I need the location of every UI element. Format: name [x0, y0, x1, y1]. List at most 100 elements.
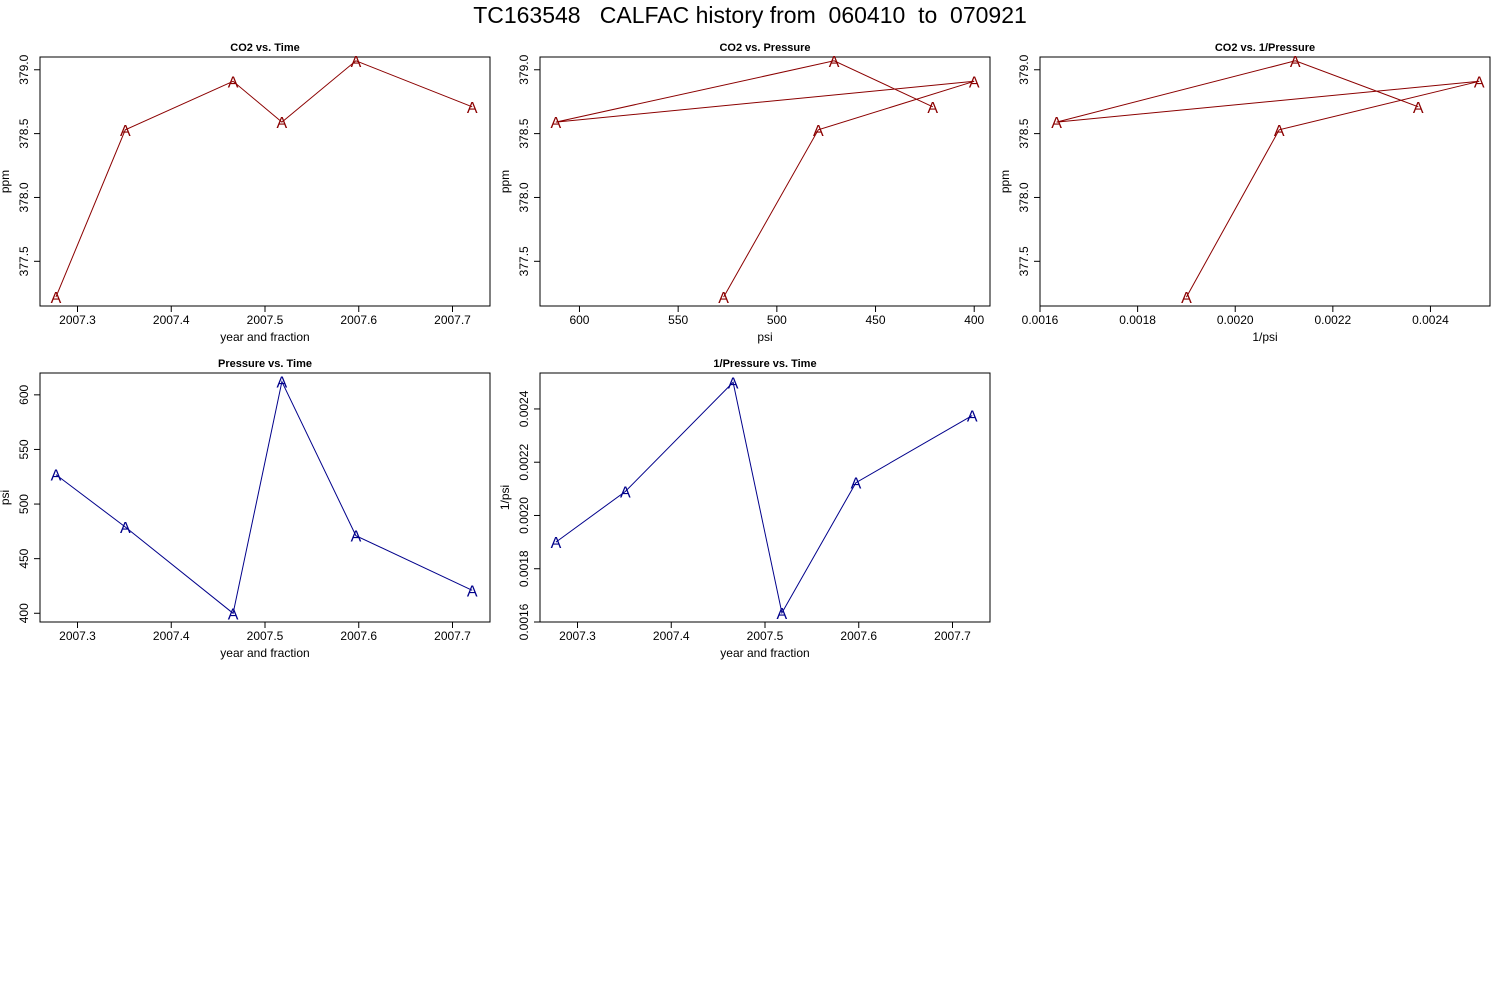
y-tick-label: 0.0022: [517, 444, 531, 481]
x-tick-label: 2007.3: [559, 629, 596, 643]
y-tick-label: 377.5: [517, 246, 531, 276]
chart-title: 1/Pressure vs. Time: [713, 358, 816, 370]
x-tick-label: 2007.4: [653, 629, 690, 643]
series-line: [555, 381, 973, 615]
data-point: A: [351, 529, 362, 546]
data-point: A: [851, 476, 862, 493]
series-line: [1056, 60, 1480, 298]
data-point: A: [551, 535, 562, 552]
x-tick-label: 0.0022: [1314, 313, 1351, 327]
y-axis-label: ppm: [0, 170, 12, 193]
data-point: A: [718, 290, 729, 307]
x-tick-label: 550: [668, 313, 688, 327]
x-tick-label: 2007.6: [340, 313, 377, 327]
data-point: A: [1181, 290, 1192, 307]
data-point: A: [1474, 74, 1485, 91]
plot-frame: [39, 372, 491, 623]
data-point: A: [228, 606, 239, 623]
x-tick-label: 2007.6: [840, 629, 877, 643]
y-axis-label: ppm: [998, 170, 1012, 193]
data-point: A: [277, 375, 288, 392]
x-tick-label: 0.0024: [1412, 313, 1449, 327]
x-axis-label: psi: [757, 330, 772, 344]
x-tick-label: 450: [866, 313, 886, 327]
data-point: A: [813, 123, 824, 140]
x-tick-label: 2007.7: [934, 629, 971, 643]
chart-co2-vs-pressure: CO2 vs. Pressure 600 550 500 450 400 377.5 378.…: [498, 42, 991, 344]
x-tick-label: 2007.4: [153, 629, 190, 643]
plot-frame: [1039, 56, 1491, 307]
x-axis-label: year and fraction: [220, 646, 309, 660]
x-tick-label: 0.0020: [1217, 313, 1254, 327]
y-axis-label: psi: [0, 490, 12, 505]
y-tick-label: 378.5: [17, 118, 31, 148]
x-axis-label: year and fraction: [720, 646, 809, 660]
chart-pressure-vs-time: Pressure vs. Time 2007.3 2007.4 2007.5 2007.…: [0, 358, 491, 660]
y-axis-label: 1/psi: [498, 485, 512, 510]
y-tick-label: 379.0: [517, 54, 531, 84]
data-point: A: [120, 123, 131, 140]
x-tick-label: 2007.7: [434, 313, 471, 327]
data-point: A: [728, 375, 739, 392]
data-point: A: [969, 74, 980, 91]
x-tick-label: 0.0016: [1022, 313, 1059, 327]
y-tick-label: 0.0018: [517, 550, 531, 587]
data-point: A: [1274, 123, 1285, 140]
plot-frame: [539, 372, 991, 623]
chart-title: Pressure vs. Time: [218, 358, 312, 370]
y-tick-label: 378.0: [1017, 182, 1031, 212]
y-axis-label: ppm: [498, 170, 512, 193]
y-tick-label: 379.0: [17, 54, 31, 84]
y-tick-label: 450: [17, 548, 31, 568]
data-point: A: [51, 468, 62, 485]
plot-frame: [539, 56, 991, 307]
data-point: A: [1290, 54, 1301, 71]
chart-co2-vs-time: CO2 vs. Time 2007.3 2007.4 2007.5 2007.6 2007…: [0, 42, 491, 344]
page-title: TC163548 CALFAC history from 060410 to 0…: [473, 2, 1027, 28]
chart-title: CO2 vs. Pressure: [719, 42, 810, 54]
series-line: [555, 60, 975, 298]
plot-frame: [39, 56, 491, 307]
series-line: [55, 60, 473, 298]
x-tick-label: 2007.5: [247, 313, 284, 327]
x-tick-label: 2007.5: [747, 629, 784, 643]
data-point: A: [829, 54, 840, 71]
chart-title: CO2 vs. 1/Pressure: [1215, 42, 1315, 54]
data-point: A: [277, 115, 288, 132]
y-tick-label: 500: [17, 494, 31, 514]
data-point: A: [467, 100, 478, 117]
data-point: A: [550, 115, 561, 132]
x-tick-label: 2007.4: [153, 313, 190, 327]
x-tick-label: 2007.3: [59, 313, 96, 327]
x-tick-label: 400: [964, 313, 984, 327]
x-tick-label: 2007.5: [247, 629, 284, 643]
x-tick-label: 0.0018: [1119, 313, 1156, 327]
y-tick-label: 378.0: [517, 182, 531, 212]
x-tick-label: 2007.6: [340, 629, 377, 643]
data-point: A: [351, 54, 362, 71]
data-point: A: [777, 606, 788, 623]
y-tick-label: 550: [17, 439, 31, 459]
data-point: A: [120, 520, 131, 537]
y-tick-label: 0.0024: [517, 390, 531, 427]
data-point: A: [1413, 100, 1424, 117]
y-tick-label: 379.0: [1017, 54, 1031, 84]
y-tick-label: 0.0020: [517, 497, 531, 534]
y-tick-label: 0.0016: [517, 603, 531, 640]
data-point: A: [228, 74, 239, 91]
x-axis-label: 1/psi: [1252, 330, 1277, 344]
chart-title: CO2 vs. Time: [230, 42, 300, 54]
y-tick-label: 378.5: [517, 118, 531, 148]
data-point: A: [927, 100, 938, 117]
y-tick-label: 400: [17, 603, 31, 623]
chart-inverse-pressure-vs-time: 1/Pressure vs. Time 2007.3 2007.4 2007.5 200…: [498, 358, 991, 660]
y-tick-label: 377.5: [1017, 246, 1031, 276]
data-point: A: [967, 409, 978, 426]
chart-co2-vs-inverse-pressure: CO2 vs. 1/Pressure 0.0016 0.0018 0.0020 0.00…: [998, 42, 1491, 344]
data-point: A: [1051, 115, 1062, 132]
x-tick-label: 500: [767, 313, 787, 327]
x-tick-label: 2007.7: [434, 629, 471, 643]
data-point: A: [620, 485, 631, 502]
x-axis-label: year and fraction: [220, 330, 309, 344]
data-point: A: [51, 290, 62, 307]
